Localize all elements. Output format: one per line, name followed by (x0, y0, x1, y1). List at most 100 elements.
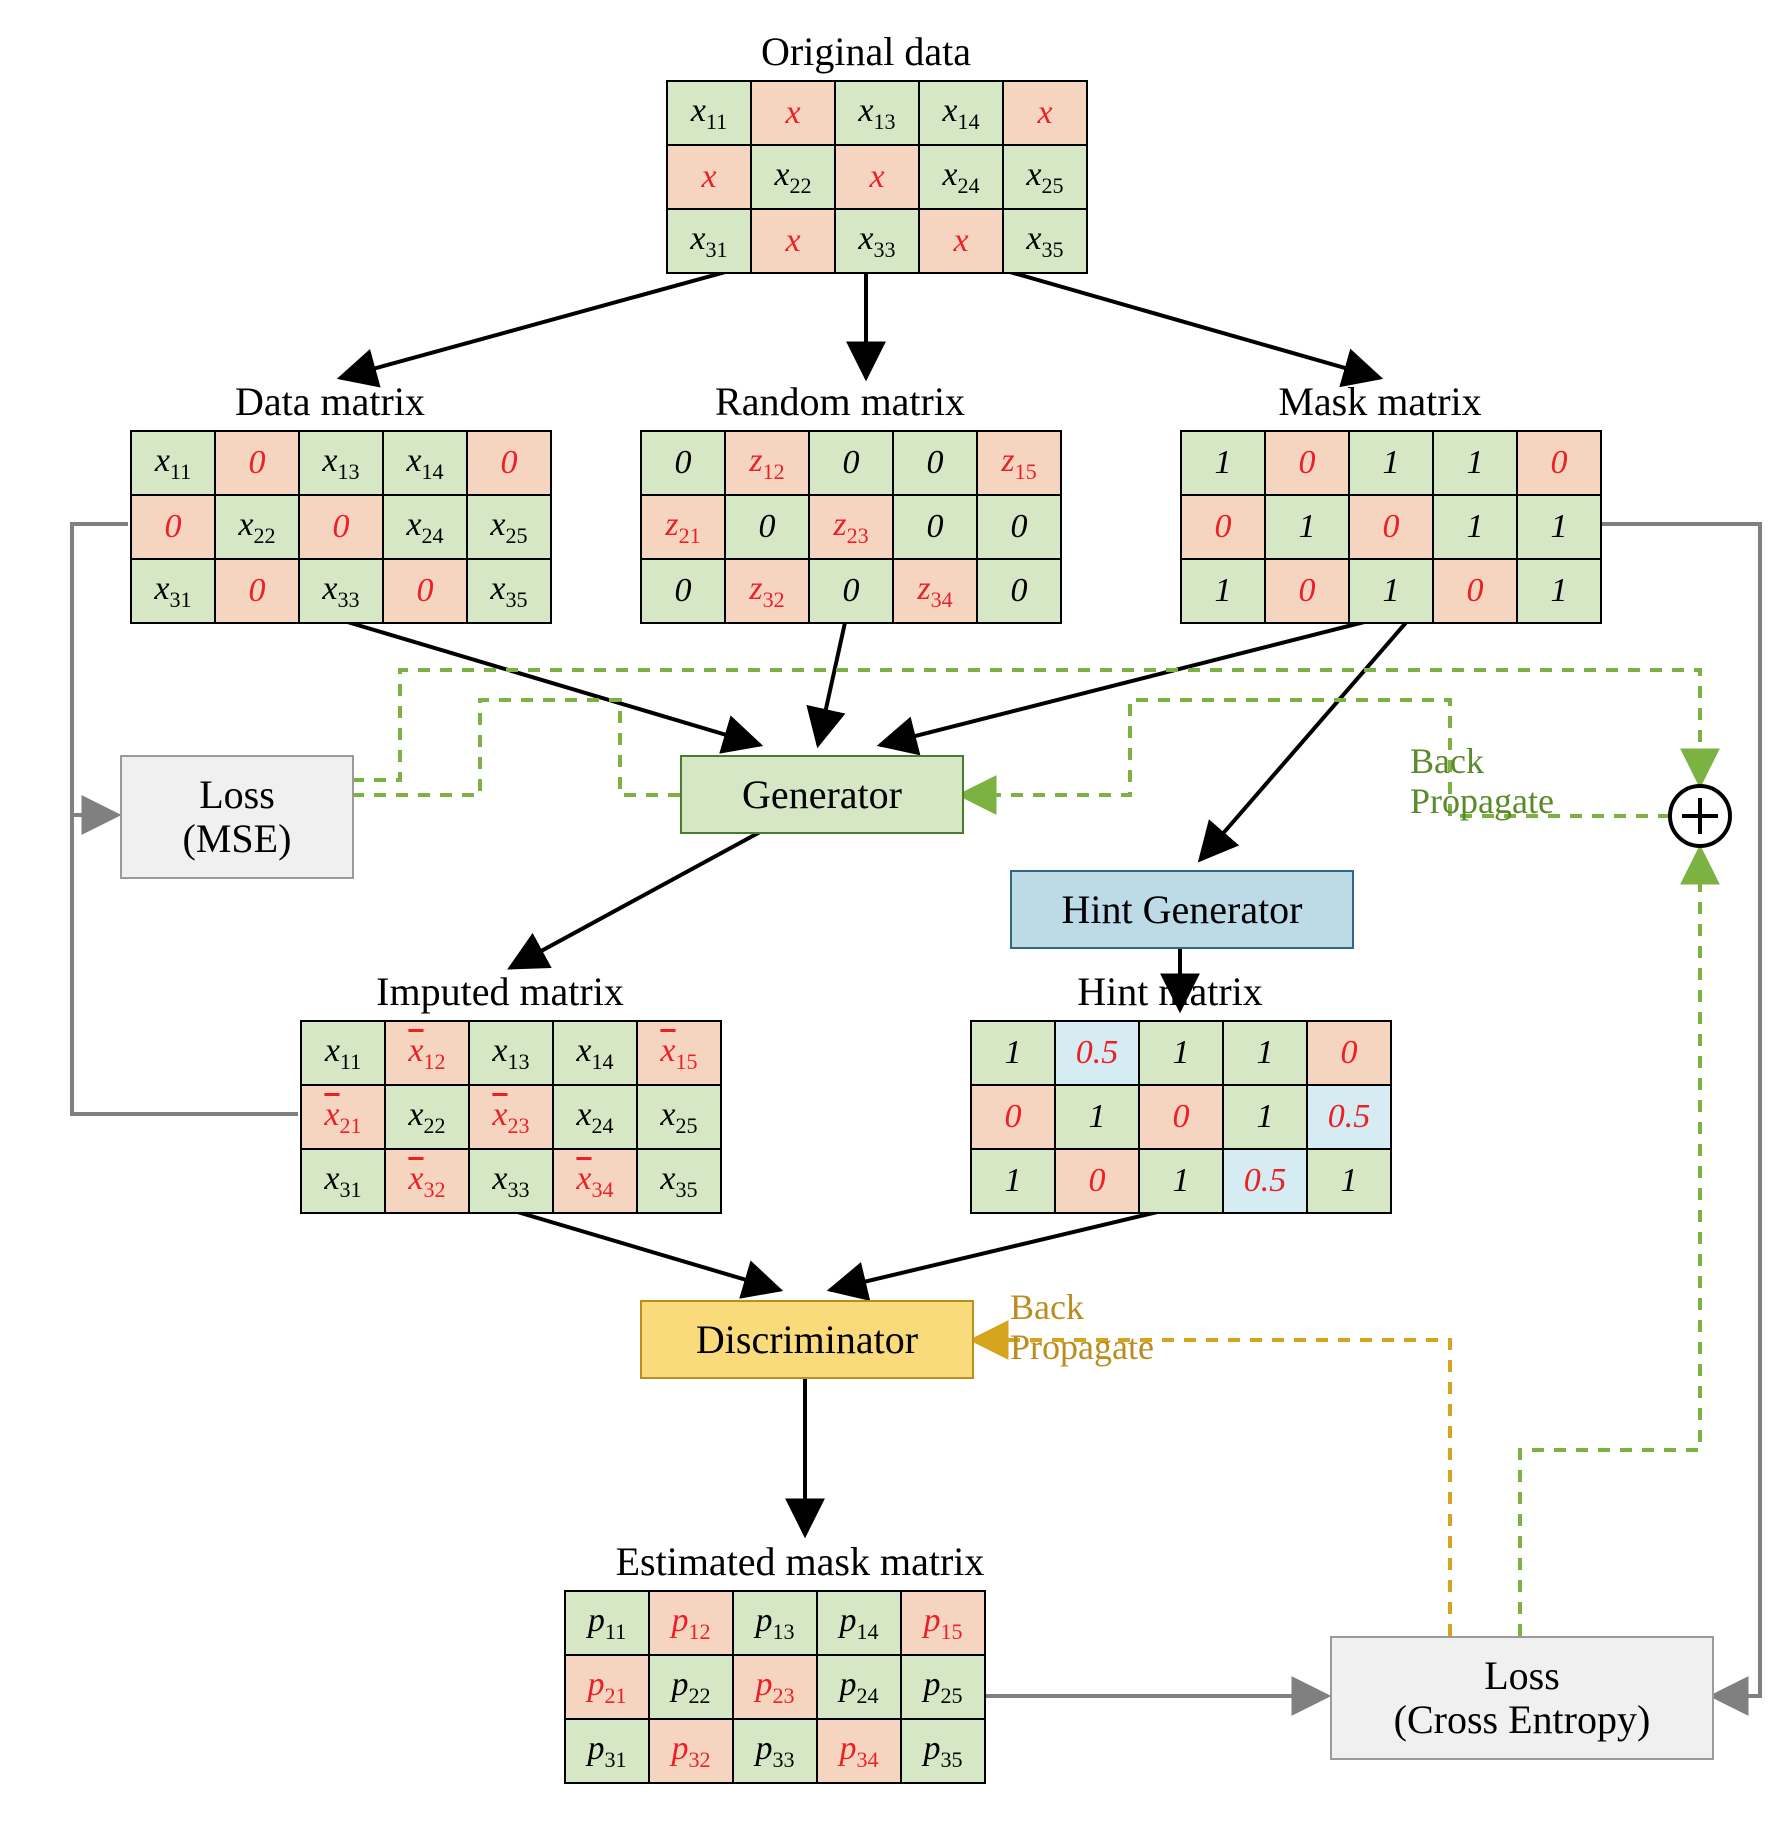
cell: x24 (919, 145, 1003, 209)
cell: 0 (1265, 559, 1349, 623)
cell: x24 (383, 495, 467, 559)
cell: 0 (1307, 1021, 1391, 1085)
cell: 0 (809, 559, 893, 623)
cell: x14 (383, 431, 467, 495)
cell: x12 (385, 1021, 469, 1085)
loss-ce-l2: (Cross Entropy) (1394, 1697, 1651, 1742)
cell: 0 (1055, 1149, 1139, 1213)
cell: z21 (641, 495, 725, 559)
cell: 0 (1349, 495, 1433, 559)
block-discriminator: Discriminator (640, 1300, 974, 1379)
matrix-mask: 101100101110101 (1180, 430, 1602, 624)
cell: 0.5 (1307, 1085, 1391, 1149)
cell: x11 (667, 81, 751, 145)
cell: 0 (1139, 1085, 1223, 1149)
bp-green: Back Propagate (1410, 742, 1554, 821)
bp-gold-back: Back (1010, 1287, 1084, 1327)
cell: 1 (1517, 495, 1601, 559)
cell: p14 (817, 1591, 901, 1655)
label-mask-matrix: Mask matrix (1180, 378, 1580, 425)
cell: 0 (215, 559, 299, 623)
cell: 0 (131, 495, 215, 559)
label-imputed: Imputed matrix (300, 968, 700, 1015)
discriminator-label: Discriminator (696, 1318, 918, 1362)
cell: x22 (751, 145, 835, 209)
cell: p25 (901, 1655, 985, 1719)
cell: 0 (893, 431, 977, 495)
cell: 0 (971, 1085, 1055, 1149)
cell: x23 (469, 1085, 553, 1149)
cell: z15 (977, 431, 1061, 495)
generator-label: Generator (742, 773, 902, 817)
cell: 1 (1139, 1149, 1223, 1213)
cell: x21 (301, 1085, 385, 1149)
block-loss-ce: Loss (Cross Entropy) (1330, 1636, 1714, 1760)
cell: 0 (467, 431, 551, 495)
cell: x (1003, 81, 1087, 145)
cell: p22 (649, 1655, 733, 1719)
cell: 1 (1055, 1085, 1139, 1149)
cell: x (835, 145, 919, 209)
hint-gen-label: Hint Generator (1061, 888, 1302, 932)
cell: x31 (667, 209, 751, 273)
cell: z12 (725, 431, 809, 495)
diagram-stage: Original data Data matrix Random matrix … (0, 0, 1775, 1830)
cell: x11 (131, 431, 215, 495)
cell: p34 (817, 1719, 901, 1783)
cell: 1 (1265, 495, 1349, 559)
label-original: Original data (666, 28, 1066, 75)
cell: x35 (467, 559, 551, 623)
cell: 1 (1433, 495, 1517, 559)
cell: 0 (299, 495, 383, 559)
cell: x25 (1003, 145, 1087, 209)
label-random-matrix: Random matrix (640, 378, 1040, 425)
cell: z23 (809, 495, 893, 559)
cell: z34 (893, 559, 977, 623)
cell: z32 (725, 559, 809, 623)
block-hint-generator: Hint Generator (1010, 870, 1354, 949)
cell: x11 (301, 1021, 385, 1085)
matrix-imputed: x11x12x13x14x15x21x22x23x24x25x31x32x33x… (300, 1020, 722, 1214)
cell: p33 (733, 1719, 817, 1783)
cell: 1 (1181, 431, 1265, 495)
cell: 1 (971, 1149, 1055, 1213)
cell: p35 (901, 1719, 985, 1783)
cell: x15 (637, 1021, 721, 1085)
cell: p32 (649, 1719, 733, 1783)
cell: x (667, 145, 751, 209)
cell: 1 (1349, 559, 1433, 623)
cell: 0 (1433, 559, 1517, 623)
cell: 0 (893, 495, 977, 559)
cell: p21 (565, 1655, 649, 1719)
cell: p24 (817, 1655, 901, 1719)
cell: 0 (977, 559, 1061, 623)
cell: 0 (641, 431, 725, 495)
cell: p31 (565, 1719, 649, 1783)
cell: x (751, 209, 835, 273)
cell: 0.5 (1223, 1149, 1307, 1213)
cell: p13 (733, 1591, 817, 1655)
cell: x33 (835, 209, 919, 273)
cell: 1 (1433, 431, 1517, 495)
cell: p12 (649, 1591, 733, 1655)
label-estimated: Estimated mask matrix (520, 1538, 1080, 1585)
matrix-data: x110x13x1400x220x24x25x310x330x35 (130, 430, 552, 624)
cell: x13 (299, 431, 383, 495)
block-loss-mse: Loss (MSE) (120, 755, 354, 879)
cell: 1 (971, 1021, 1055, 1085)
cell: 0 (215, 431, 299, 495)
cell: x22 (385, 1085, 469, 1149)
cell: x34 (553, 1149, 637, 1213)
loss-ce-l1: Loss (1484, 1653, 1560, 1698)
cell: 0 (383, 559, 467, 623)
block-generator: Generator (680, 755, 964, 834)
cell: p15 (901, 1591, 985, 1655)
cell: 0 (725, 495, 809, 559)
cell: x35 (1003, 209, 1087, 273)
cell: x24 (553, 1085, 637, 1149)
loss-mse-l1: Loss (199, 772, 275, 817)
matrix-original: x11xx13x14xxx22xx24x25x31xx33xx35 (666, 80, 1088, 274)
matrix-estimated: p11p12p13p14p15p21p22p23p24p25p31p32p33p… (564, 1590, 986, 1784)
cell: x14 (919, 81, 1003, 145)
cell: 1 (1223, 1021, 1307, 1085)
